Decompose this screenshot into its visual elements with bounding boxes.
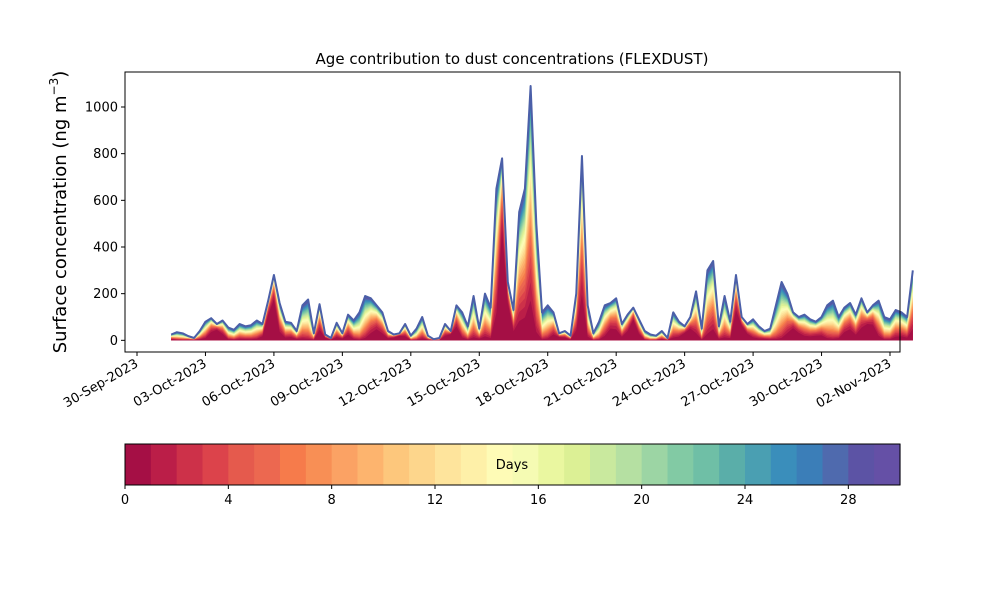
colorbar-tick-label: 8 bbox=[328, 493, 336, 508]
colorbar-swatch bbox=[150, 444, 178, 485]
y-axis-label-exponent: −3 bbox=[47, 78, 61, 96]
y-tick-label: 600 bbox=[93, 194, 118, 209]
x-tick-label: 24-Oct-2023 bbox=[610, 356, 688, 410]
colorbar-tick-label: 0 bbox=[121, 493, 129, 508]
colorbar-swatch bbox=[615, 444, 643, 485]
x-tick-label: 15-Oct-2023 bbox=[405, 356, 483, 410]
y-tick-label: 1000 bbox=[85, 101, 118, 116]
colorbar-swatch bbox=[383, 444, 410, 485]
colorbar-swatch bbox=[564, 444, 591, 485]
colorbar-swatch bbox=[125, 444, 152, 485]
colorbar-swatch bbox=[357, 444, 384, 485]
x-tick-label: 27-Oct-2023 bbox=[679, 356, 757, 410]
colorbar-swatch bbox=[305, 444, 333, 485]
y-axis-label-main: Surface concentration (ng m bbox=[50, 95, 71, 353]
y-tick-label: 800 bbox=[93, 147, 118, 162]
chart-title: Age contribution to dust concentrations … bbox=[316, 50, 709, 68]
y-axis: 0 200 400 600 800 1000 bbox=[85, 101, 125, 349]
colorbar-swatch bbox=[176, 444, 204, 485]
colorbar-label: Days bbox=[496, 458, 529, 473]
colorbar-swatch bbox=[693, 444, 720, 485]
x-tick-label: 02-Nov-2023 bbox=[814, 356, 894, 411]
total-concentration-line bbox=[170, 85, 914, 341]
colorbar-tick-label: 12 bbox=[427, 493, 444, 508]
colorbar-tick-label: 24 bbox=[737, 493, 754, 508]
colorbar-swatch bbox=[409, 444, 436, 485]
colorbar-swatch bbox=[590, 444, 617, 485]
colorbar-swatch bbox=[874, 444, 901, 485]
colorbar-swatch bbox=[719, 444, 746, 485]
y-axis-label: Surface concentration (ng m−3) bbox=[47, 71, 71, 354]
y-axis-label-close: ) bbox=[50, 71, 71, 78]
colorbar: Days 0 4 8 12 16 20 24 28 bbox=[121, 443, 901, 508]
colorbar-tick-label: 16 bbox=[530, 493, 547, 508]
x-tick-label: 18-Oct-2023 bbox=[473, 356, 551, 410]
x-tick-label: 09-Oct-2023 bbox=[268, 356, 346, 410]
colorbar-swatch bbox=[667, 444, 694, 485]
x-tick-label: 30-Oct-2023 bbox=[747, 356, 825, 410]
x-tick-label: 03-Oct-2023 bbox=[131, 356, 209, 410]
plot-area bbox=[170, 85, 914, 341]
plot-frame bbox=[124, 71, 901, 353]
colorbar-swatch bbox=[331, 444, 359, 485]
x-tick-label: 30-Sep-2023 bbox=[61, 356, 141, 411]
y-tick-label: 0 bbox=[110, 334, 118, 349]
colorbar-tick-label: 4 bbox=[224, 493, 232, 508]
y-tick-label: 200 bbox=[93, 287, 118, 302]
colorbar-swatch bbox=[538, 444, 565, 485]
colorbar-swatch bbox=[202, 444, 229, 485]
colorbar-swatch bbox=[822, 444, 849, 485]
colorbar-swatch bbox=[512, 444, 539, 485]
colorbar-swatch bbox=[228, 444, 255, 485]
colorbar-tick-label: 20 bbox=[633, 493, 650, 508]
colorbar-frame bbox=[124, 443, 901, 486]
x-tick-label: 12-Oct-2023 bbox=[336, 356, 414, 410]
colorbar-swatch bbox=[486, 444, 514, 485]
colorbar-swatch bbox=[280, 444, 307, 485]
colorbar-swatch bbox=[745, 444, 772, 485]
x-tick-label: 06-Oct-2023 bbox=[200, 356, 278, 410]
colorbar-swatch bbox=[254, 444, 281, 485]
y-tick-label: 400 bbox=[93, 241, 118, 256]
colorbar-ticks: 0 4 8 12 16 20 24 28 bbox=[121, 485, 857, 508]
colorbar-swatches bbox=[125, 444, 901, 485]
colorbar-swatch bbox=[435, 444, 462, 485]
colorbar-swatch bbox=[460, 444, 488, 485]
colorbar-swatch bbox=[796, 444, 824, 485]
x-tick-label: 21-Oct-2023 bbox=[542, 356, 620, 410]
colorbar-tick-label: 28 bbox=[840, 493, 857, 508]
x-axis: 30-Sep-202303-Oct-202306-Oct-202309-Oct-… bbox=[61, 352, 894, 411]
colorbar-swatch bbox=[641, 444, 669, 485]
colorbar-swatch bbox=[848, 444, 875, 485]
colorbar-swatch bbox=[770, 444, 798, 485]
